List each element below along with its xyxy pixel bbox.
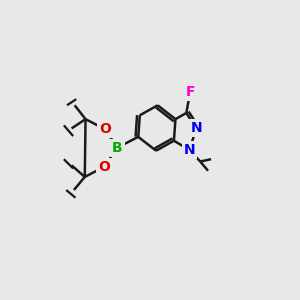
Text: N: N — [190, 122, 202, 135]
Text: O: O — [98, 160, 110, 174]
Text: F: F — [185, 85, 195, 99]
Text: B: B — [112, 141, 123, 155]
Text: N: N — [184, 143, 195, 157]
Text: O: O — [99, 122, 111, 136]
